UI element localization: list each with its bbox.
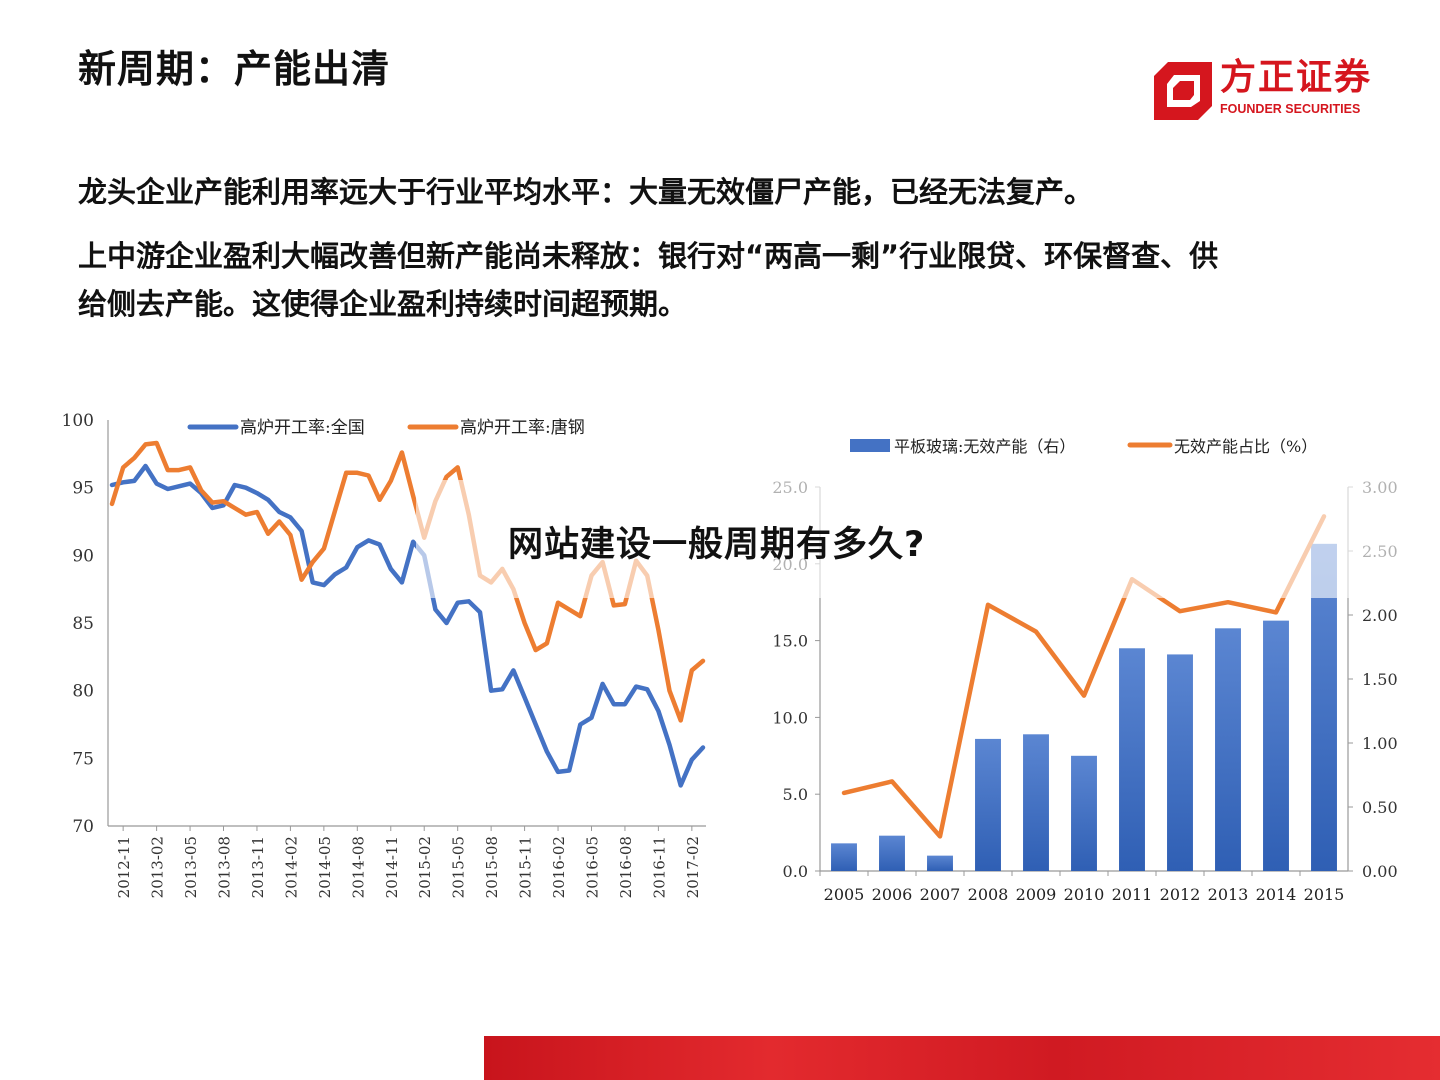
x-tick-label: 2016-02 (550, 836, 568, 898)
x-tick-label: 2014-08 (349, 836, 367, 898)
founder-securities-logo: 方正证券 FOUNDER SECURITIES (1150, 58, 1390, 124)
x-tick-label: 2006 (872, 885, 913, 904)
x-tick-label: 2012 (1160, 885, 1201, 904)
bar (1263, 620, 1289, 871)
x-tick-label: 2016-05 (583, 836, 601, 898)
left-tick-label: 0.0 (783, 862, 808, 881)
legend-swatch-bar (850, 439, 890, 452)
y-tick-label: 70 (72, 817, 94, 837)
x-tick-label: 2015-11 (517, 836, 535, 898)
x-tick-label: 2013-05 (182, 836, 200, 898)
bar (1119, 648, 1145, 871)
x-tick-label: 2011 (1112, 885, 1153, 904)
x-tick-label: 2013-02 (149, 836, 167, 898)
right-tick-label: 2.00 (1362, 606, 1398, 625)
x-tick-label: 2013-08 (216, 836, 234, 898)
bar (975, 738, 1001, 871)
overlay-band (416, 480, 1440, 598)
glass-ineffective-capacity-chart: 0.05.010.015.020.025.00.000.501.001.502.… (772, 437, 1398, 904)
legend-label-bar: 平板玻璃:无效产能（右） (894, 437, 1075, 456)
x-tick-label: 2007 (920, 885, 961, 904)
x-tick-label: 2010 (1064, 885, 1105, 904)
x-tick-label: 2008 (968, 885, 1009, 904)
ratio-line (841, 514, 1327, 839)
right-tick-label: 1.50 (1362, 670, 1398, 689)
left-tick-label: 15.0 (772, 632, 808, 651)
bullet-leading-capacity: 龙头企业产能利用率远大于行业平均水平：大量无效僵尸产能，已经无法复产。 (78, 175, 1094, 209)
slide-title: 新周期：产能出清 (78, 47, 391, 91)
x-tick-label: 2013-11 (249, 836, 267, 898)
x-tick-label: 2015-08 (483, 836, 501, 898)
logo-name: 方正证券 (1220, 57, 1373, 98)
right-tick-label: 0.00 (1362, 862, 1398, 881)
bullet-profit-line-1: 上中游企业盈利大幅改善但新产能尚未释放：银行对“两高一剩”行业限贷、环保督查、供 (78, 239, 1219, 273)
x-tick-label: 2014-02 (282, 836, 300, 898)
legend-label-line: 无效产能占比（%） (1174, 437, 1317, 456)
bar (1071, 755, 1097, 871)
y-tick-label: 90 (72, 546, 94, 566)
x-tick-label: 2016-08 (617, 836, 635, 898)
y-tick-label: 85 (72, 614, 94, 634)
blast-furnace-utilization-chart: 70 75 80 85 90 95 100 2012-11 2013-02 2013-05 2013… (62, 411, 706, 898)
left-tick-label: 5.0 (783, 785, 808, 804)
bar (1215, 628, 1241, 871)
bar (1023, 734, 1049, 871)
bullet-profit-line-2: 给侧去产能。这使得企业盈利持续时间超预期。 (78, 287, 688, 321)
bar (879, 835, 905, 871)
logo-mark-icon (1154, 62, 1212, 120)
legend-label-2: 高炉开工率:唐钢 (460, 417, 585, 438)
x-tick-label: 2014-05 (316, 836, 334, 898)
bar (927, 855, 953, 871)
right-tick-label: 1.00 (1362, 734, 1398, 753)
y-tick-label: 100 (62, 411, 94, 431)
x-tick-label: 2016-11 (650, 836, 668, 898)
y-tick-label: 75 (72, 749, 94, 769)
series-line-1 (109, 463, 706, 788)
x-tick-label: 2012-11 (115, 836, 133, 898)
bar (1167, 654, 1193, 871)
right-tick-label: 0.50 (1362, 798, 1398, 817)
x-tick-label: 2009 (1016, 885, 1057, 904)
x-tick-label: 2015-05 (450, 836, 468, 898)
legend-label-1: 高炉开工率:全国 (240, 418, 365, 438)
logo-english-name: FOUNDER SECURITIES (1220, 102, 1361, 116)
overlay-caption: 网站建设一般周期有多久? (508, 525, 926, 565)
x-tick-label: 2005 (824, 885, 865, 904)
x-tick-label: 2017-02 (684, 836, 702, 898)
bar (1311, 543, 1337, 871)
y-tick-label: 80 (72, 682, 94, 702)
x-tick-label: 2015-02 (416, 836, 434, 898)
x-tick-label: 2015 (1304, 885, 1345, 904)
bar (831, 843, 857, 871)
x-tick-label: 2014-11 (383, 836, 401, 898)
left-tick-label: 10.0 (772, 708, 808, 727)
x-tick-label: 2013 (1208, 885, 1249, 904)
bottom-brand-band (484, 1036, 1440, 1080)
y-tick-label: 95 (72, 479, 94, 499)
x-tick-label: 2014 (1256, 885, 1297, 904)
